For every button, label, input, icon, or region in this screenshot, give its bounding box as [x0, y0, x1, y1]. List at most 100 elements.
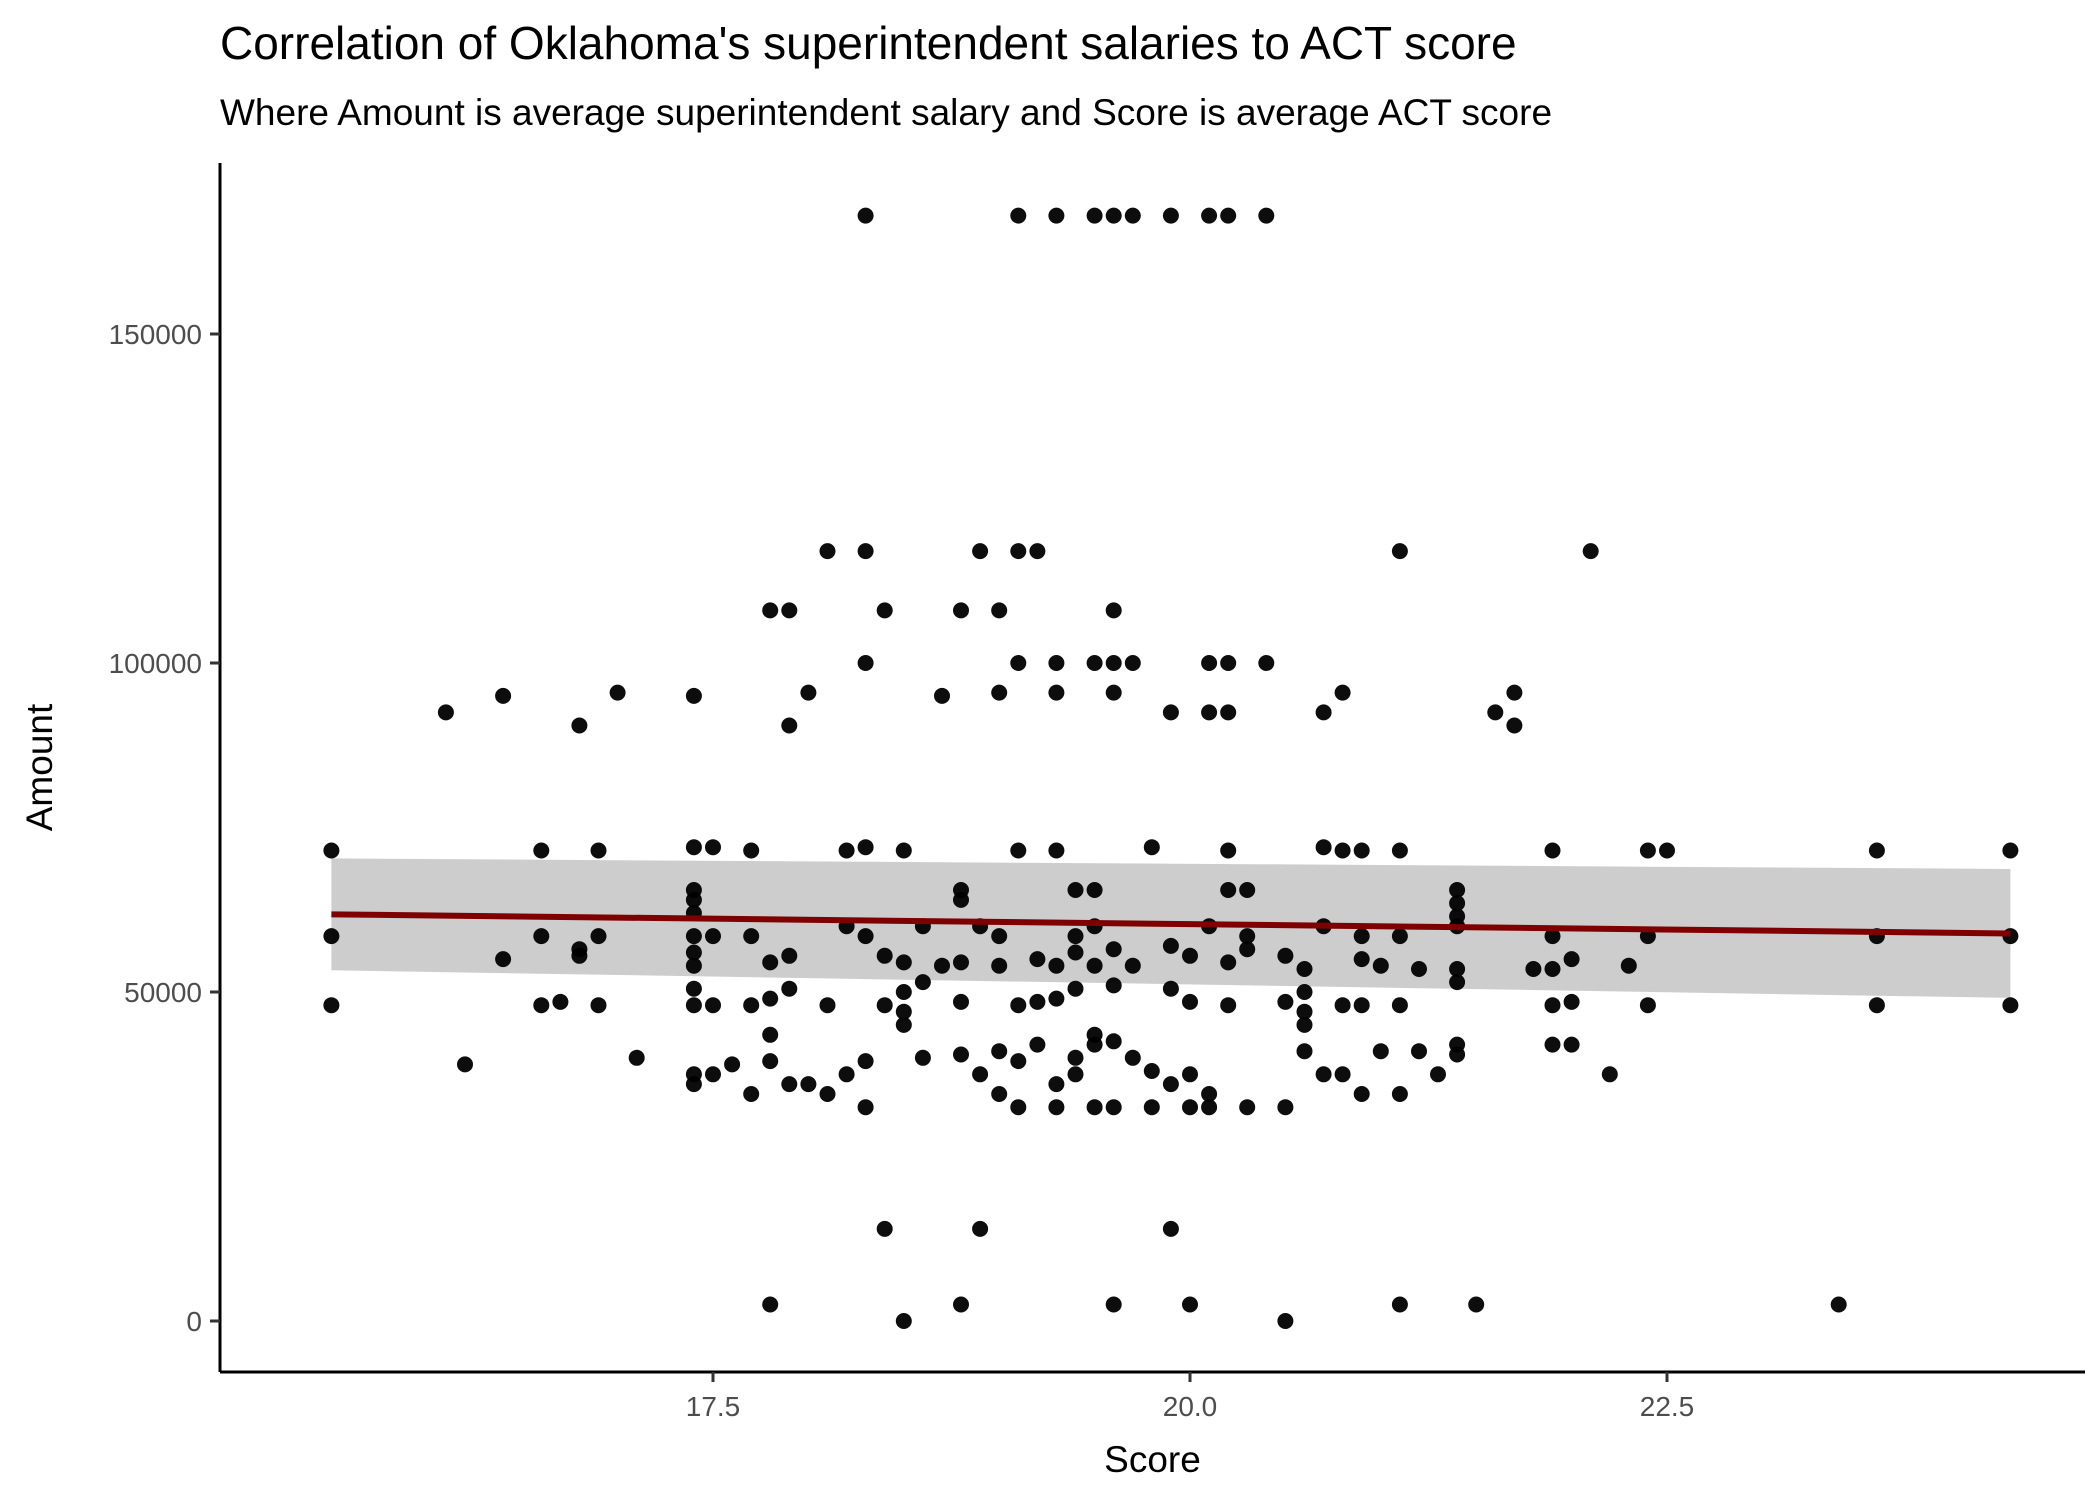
- data-point: [857, 1053, 874, 1070]
- data-point: [685, 928, 702, 945]
- data-point: [1544, 997, 1561, 1014]
- data-point: [1220, 954, 1237, 971]
- data-point: [1277, 1313, 1294, 1329]
- data-point: [1162, 207, 1179, 224]
- data-point: [1086, 957, 1103, 974]
- x-tick-label: 17.5: [686, 1391, 741, 1422]
- data-point: [1143, 839, 1160, 856]
- data-point: [1239, 1099, 1256, 1116]
- data-point: [781, 980, 798, 997]
- data-point: [1563, 993, 1580, 1010]
- data-point: [819, 1086, 836, 1102]
- data-point: [1182, 993, 1198, 1010]
- data-point: [685, 1076, 702, 1093]
- data-point: [1029, 993, 1046, 1010]
- data-point: [1220, 842, 1237, 859]
- data-point: [972, 1066, 989, 1083]
- data-point: [762, 954, 779, 971]
- trend-line: [331, 911, 2011, 937]
- data-point: [1201, 1086, 1218, 1102]
- data-point: [781, 1076, 798, 1093]
- data-point: [1086, 1099, 1103, 1116]
- chart-subtitle: Where Amount is average superintendent s…: [220, 92, 1553, 133]
- data-point: [1086, 882, 1103, 898]
- data-point: [1067, 1066, 1084, 1083]
- data-point: [1048, 990, 1065, 1007]
- data-point: [1067, 928, 1084, 945]
- data-point: [1544, 928, 1561, 945]
- data-point: [953, 993, 969, 1010]
- data-point: [705, 1066, 721, 1083]
- data-point: [323, 842, 340, 859]
- data-point: [1105, 941, 1122, 958]
- data-point: [876, 947, 893, 964]
- data-point: [1067, 944, 1084, 961]
- data-point: [1582, 543, 1599, 560]
- data-point: [762, 1026, 779, 1043]
- data-point: [1411, 1043, 1427, 1060]
- data-point: [1449, 895, 1466, 912]
- data-point: [2002, 997, 2019, 1014]
- data-point: [1143, 1099, 1160, 1116]
- data-point: [1258, 655, 1275, 671]
- chart-title: Correlation of Oklahoma's superintendent…: [220, 17, 1517, 69]
- data-point: [1239, 928, 1256, 945]
- data-point: [953, 891, 969, 908]
- data-point: [1449, 882, 1466, 898]
- data-point: [1105, 207, 1122, 224]
- data-point: [1029, 543, 1046, 560]
- data-point: [1239, 882, 1256, 898]
- data-point: [1048, 1076, 1065, 1093]
- data-point: [1143, 1063, 1160, 1079]
- data-point: [876, 1220, 893, 1237]
- y-tick-label: 100000: [109, 648, 202, 679]
- data-point: [1468, 1296, 1485, 1313]
- data-point: [972, 1220, 989, 1237]
- data-point: [1067, 980, 1084, 997]
- data-point: [1296, 1016, 1313, 1033]
- data-point: [1010, 1053, 1027, 1070]
- data-point: [1353, 997, 1370, 1014]
- data-point: [895, 842, 912, 859]
- data-point: [1162, 1220, 1179, 1237]
- data-point: [1086, 655, 1103, 671]
- data-point: [533, 928, 550, 945]
- data-point: [762, 990, 779, 1007]
- data-point: [1296, 1003, 1313, 1020]
- data-point: [1315, 839, 1332, 856]
- data-point: [1048, 207, 1065, 224]
- data-point: [1105, 1033, 1122, 1050]
- data-point: [1296, 1043, 1313, 1060]
- y-tick-label: 0: [186, 1306, 202, 1337]
- data-point: [1391, 928, 1408, 945]
- data-point: [1067, 882, 1084, 898]
- data-point: [552, 993, 569, 1010]
- data-point: [1124, 207, 1141, 224]
- data-point: [1868, 842, 1885, 859]
- data-point: [1162, 937, 1179, 954]
- data-point: [895, 984, 912, 1000]
- data-point: [1201, 1099, 1218, 1116]
- data-point: [1353, 1086, 1370, 1102]
- data-point: [495, 687, 512, 704]
- data-point: [1220, 997, 1237, 1014]
- data-point: [1010, 842, 1027, 859]
- data-point: [857, 839, 874, 856]
- data-point: [571, 717, 588, 734]
- data-point: [762, 1053, 779, 1070]
- data-point: [533, 842, 550, 859]
- data-point: [1487, 704, 1504, 721]
- data-point: [1563, 1036, 1580, 1053]
- data-point: [685, 980, 702, 997]
- data-point: [1105, 655, 1122, 671]
- data-point: [724, 1056, 741, 1073]
- data-point: [953, 1046, 969, 1063]
- data-point: [323, 997, 340, 1014]
- data-point: [1391, 1296, 1408, 1313]
- data-point: [1220, 882, 1237, 898]
- data-point: [934, 687, 950, 704]
- data-point: [590, 928, 607, 945]
- data-point: [743, 1086, 760, 1102]
- data-point: [953, 1296, 969, 1313]
- data-point: [1506, 717, 1523, 734]
